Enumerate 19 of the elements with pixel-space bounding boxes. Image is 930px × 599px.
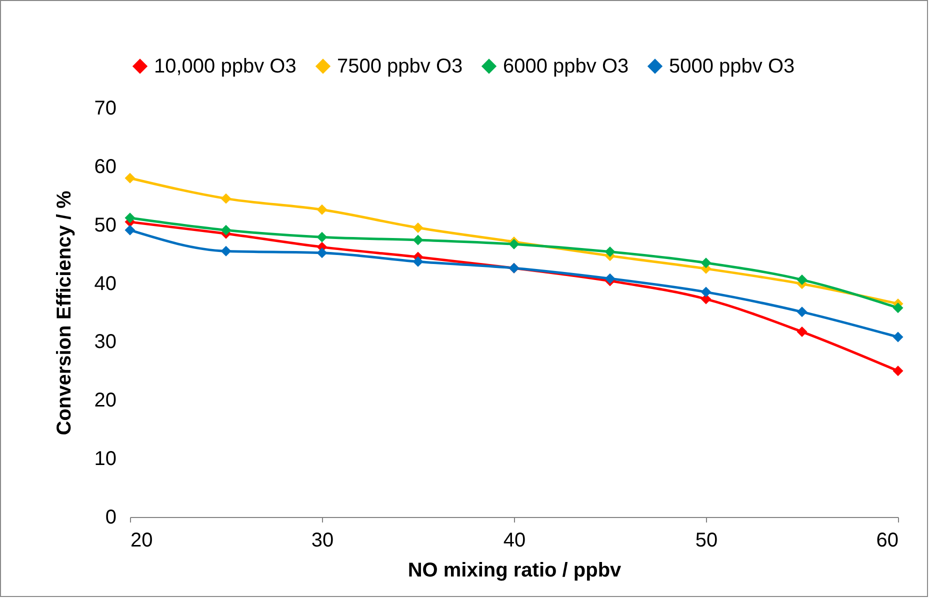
legend-label: 10,000 ppbv O3 bbox=[154, 55, 296, 78]
y-tick-label: 20 bbox=[94, 390, 116, 412]
x-axis-title: NO mixing ratio / ppbv bbox=[408, 560, 622, 582]
y-tick-label: 60 bbox=[94, 156, 116, 178]
y-tick-label: 50 bbox=[94, 214, 116, 236]
y-tick-label: 40 bbox=[94, 272, 116, 295]
y-axis-title: Conversion Efficiency / % bbox=[53, 190, 76, 436]
legend-label: 7500 ppbv O3 bbox=[337, 55, 463, 78]
x-tick-label: 20 bbox=[130, 530, 153, 552]
y-tick-label: 0 bbox=[105, 506, 116, 528]
x-tick-label: 30 bbox=[311, 530, 334, 552]
y-tick-label: 70 bbox=[94, 98, 116, 120]
y-tick-label: 30 bbox=[94, 331, 116, 354]
y-tick-label: 10 bbox=[94, 448, 116, 470]
x-tick-label: 50 bbox=[695, 530, 718, 552]
x-tick-label: 40 bbox=[503, 530, 526, 552]
legend-label: 5000 ppbv O3 bbox=[669, 55, 795, 78]
x-tick-label: 60 bbox=[876, 530, 898, 552]
legend-label: 6000 ppbv O3 bbox=[503, 55, 629, 78]
